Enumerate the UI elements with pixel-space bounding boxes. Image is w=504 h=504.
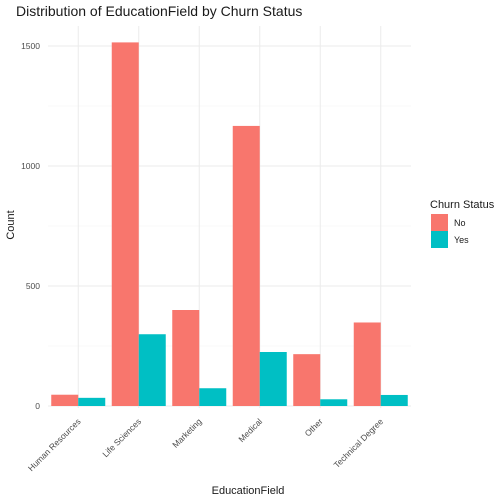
bar-yes: [199, 388, 227, 406]
legend-label: Yes: [454, 235, 469, 245]
bar-yes: [259, 352, 287, 406]
bar-no: [353, 322, 381, 406]
bar-yes: [380, 394, 408, 406]
y-tick-label: 1500: [21, 41, 40, 51]
y-tick-label: 500: [26, 281, 40, 291]
legend-title: Churn Status: [430, 199, 495, 211]
bar-yes: [78, 397, 106, 406]
bar-no: [293, 354, 321, 406]
x-tick-label: Technical Degree: [332, 416, 386, 470]
bar-yes: [320, 399, 348, 406]
x-axis-title: EducationField: [212, 485, 285, 497]
bar-yes: [138, 334, 166, 406]
x-tick-label: Human Resources: [26, 416, 83, 473]
bar-no: [232, 125, 260, 407]
legend-key-yes: [431, 231, 448, 248]
x-ticks: Human Resources Life Sciences Marketing Med…: [26, 416, 386, 473]
x-tick-label: Marketing: [170, 416, 204, 450]
y-axis-title: Count: [5, 210, 17, 239]
legend-label: No: [454, 218, 466, 228]
bar-no: [51, 394, 79, 406]
x-tick-label: Medical: [236, 416, 264, 444]
legend-key-no: [431, 214, 448, 231]
bar-no: [111, 42, 139, 407]
bars: [51, 42, 408, 407]
y-ticks: 0 500 1000 1500: [21, 41, 40, 411]
y-tick-label: 1000: [21, 161, 40, 171]
chart-title: Distribution of EducationField by Churn …: [16, 3, 302, 19]
bar-no: [172, 310, 200, 406]
y-tick-label: 0: [35, 401, 40, 411]
x-tick-label: Life Sciences: [100, 416, 143, 459]
legend: Churn Status No Yes: [430, 199, 495, 248]
x-tick-label: Other: [303, 416, 325, 438]
